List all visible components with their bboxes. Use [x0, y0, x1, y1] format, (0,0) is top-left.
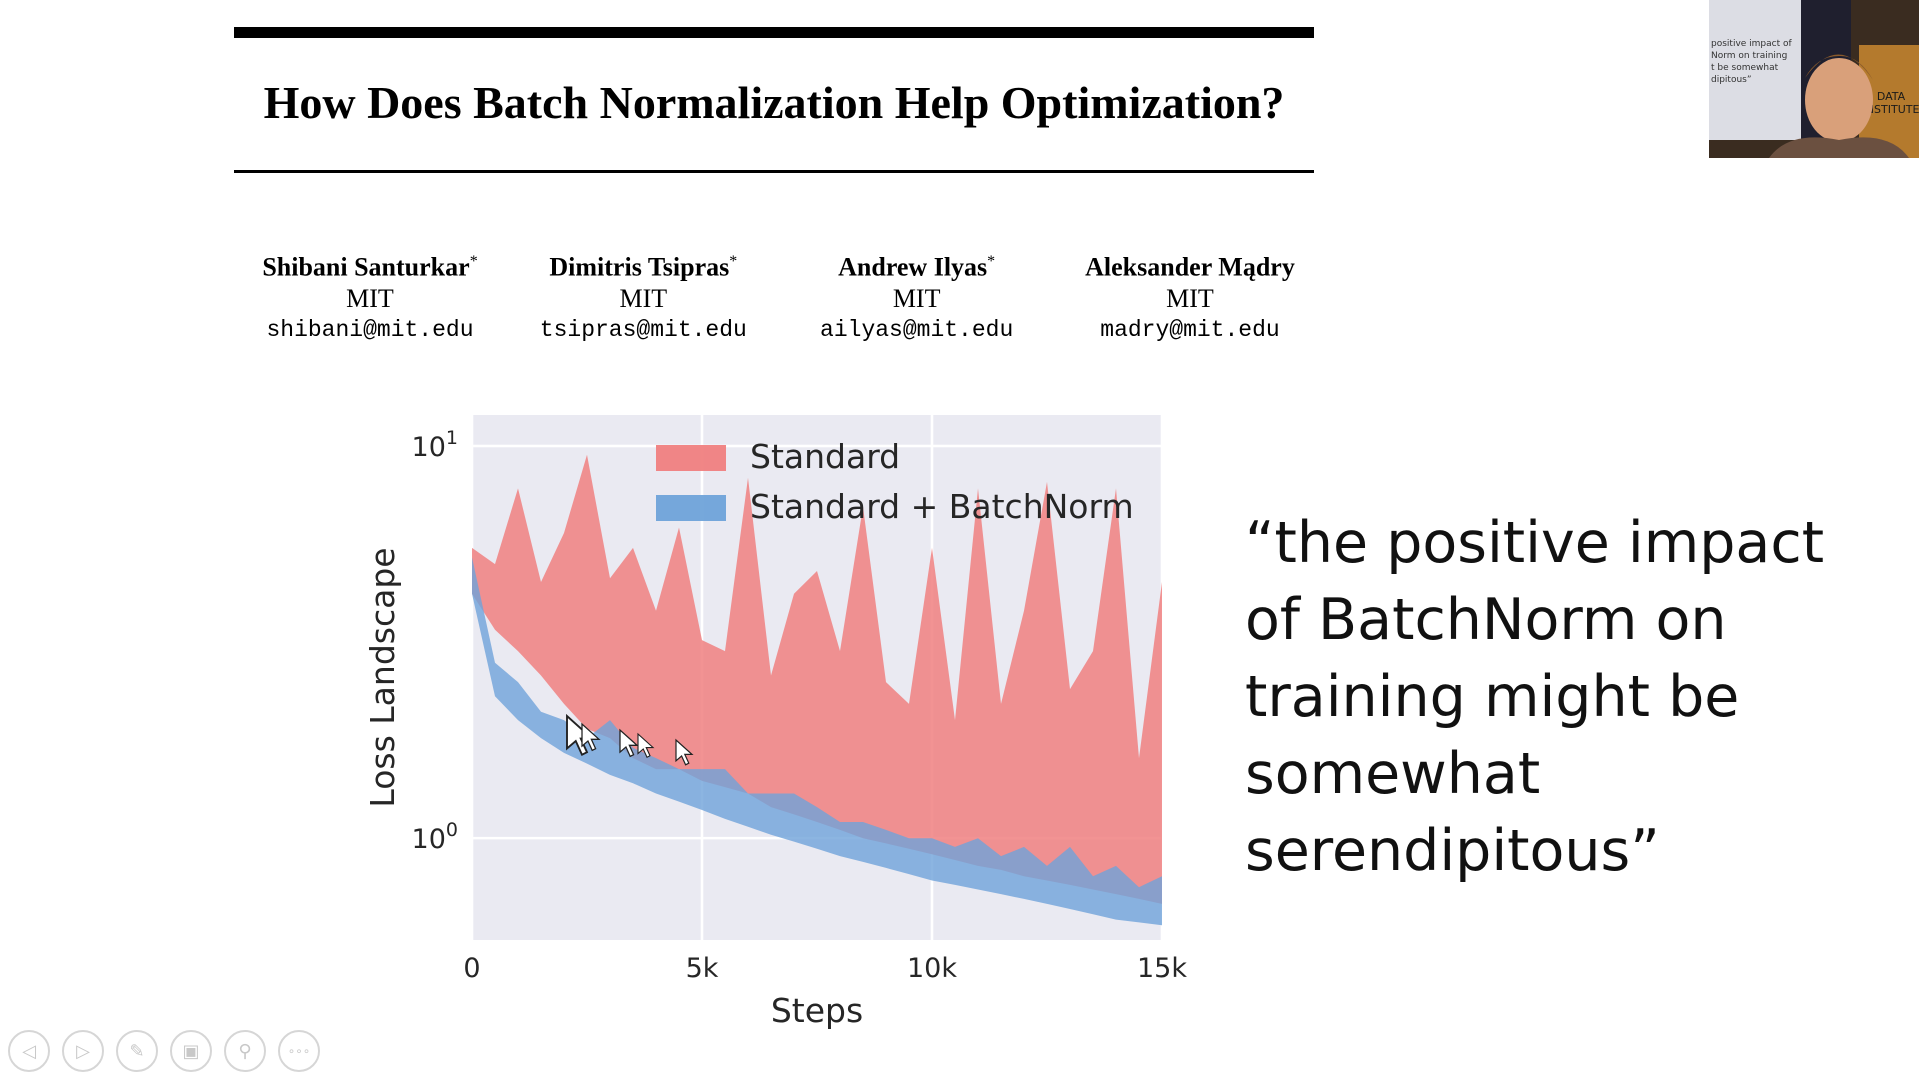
author-mark: *: [469, 253, 478, 270]
author-name: Shibani Santurkar: [262, 252, 470, 282]
zoom-icon: ⚲: [238, 1040, 252, 1062]
presenter-webcam: positive impact of Norm on training t be s…: [1709, 0, 1919, 158]
title-rule: [234, 170, 1314, 173]
cursor-icon: [581, 722, 601, 752]
paper-title: How Does Batch Normalization Help Optimi…: [263, 77, 1285, 128]
author-email: shibani@mit.edu: [266, 316, 474, 343]
presenter-face: [1805, 58, 1873, 142]
more-icon: ∘∘∘: [287, 1044, 311, 1058]
author-affiliation: MIT: [346, 283, 394, 313]
chart-areas: [472, 454, 1162, 926]
quote-text: “the positive impact of BatchNorm on tra…: [1245, 510, 1825, 884]
loss-landscape-chart: 0 5k 10k 15k 101 100 Steps Loss Landscape St…: [363, 415, 1187, 1030]
author-block: Aleksander Mądry MIT madry@mit.edu: [1070, 246, 1310, 346]
author-mark: *: [987, 253, 996, 270]
zoom-button[interactable]: ⚲: [224, 1030, 266, 1072]
author-block: Andrew Ilyas* MIT ailyas@mit.edu: [797, 246, 1037, 346]
legend-swatch: [656, 445, 726, 471]
area-series-standard: [472, 454, 1162, 904]
author-name: Andrew Ilyas: [838, 252, 988, 282]
area-series-batchnorm: [472, 557, 1162, 926]
y-tick-label: 100: [412, 819, 458, 855]
y-axis-label: Loss Landscape: [363, 547, 402, 807]
legend-swatch: [656, 495, 726, 521]
author-name: Dimitris Tsipras: [549, 252, 730, 282]
next-icon: ▷: [76, 1040, 90, 1062]
y-tick-label: 101: [412, 427, 458, 463]
presenter-shirt: [1769, 137, 1909, 158]
y-tick-labels: 101 100: [412, 427, 458, 855]
author-name: Aleksander Mądry: [1085, 252, 1295, 282]
x-tick-labels: 0 5k 10k 15k: [463, 953, 1187, 984]
top-rule: [234, 27, 1314, 38]
cursor-icon: [675, 738, 694, 766]
legend-label: Standard: [750, 437, 900, 476]
x-tick-label: 5k: [686, 953, 719, 984]
cursor-icon: [637, 732, 655, 759]
x-tick-label: 15k: [1137, 953, 1187, 984]
pen-tool-button[interactable]: ✎: [116, 1030, 158, 1072]
next-slide-button[interactable]: ▷: [62, 1030, 104, 1072]
previous-icon: ◁: [22, 1040, 36, 1062]
author-affiliation: MIT: [619, 283, 668, 313]
chart-legend: Standard Standard + BatchNorm: [656, 437, 1134, 526]
author-block: Dimitris Tsipras* MIT tsipras@mit.edu: [523, 246, 763, 346]
author-list: Shibani Santurkar* MIT shibani@mit.edu D…: [250, 246, 1310, 346]
previous-slide-button[interactable]: ◁: [8, 1030, 50, 1072]
institute-sign-text: DATA INSTITUTE: [1863, 90, 1919, 116]
x-tick-label: 10k: [907, 953, 957, 984]
author-mark: *: [729, 253, 738, 270]
projected-slide-text: positive impact of Norm on training t be s…: [1711, 39, 1793, 85]
pen-icon: ✎: [129, 1040, 145, 1062]
x-axis-label: Steps: [771, 991, 863, 1030]
author-affiliation: MIT: [1166, 283, 1214, 313]
cursor-trail: [566, 713, 694, 766]
slides-icon: ▣: [182, 1040, 200, 1062]
more-options-button[interactable]: ∘∘∘: [278, 1030, 320, 1072]
legend-label: Standard + BatchNorm: [750, 487, 1134, 526]
projected-slide: [1709, 0, 1801, 140]
author-email: madry@mit.edu: [1100, 316, 1280, 343]
slideshow-toolbar: ◁ ▷ ✎ ▣ ⚲ ∘∘∘: [8, 1030, 320, 1072]
author-affiliation: MIT: [892, 283, 941, 313]
author-email: ailyas@mit.edu: [820, 316, 1014, 343]
x-tick-label: 0: [463, 953, 480, 984]
author-block: Shibani Santurkar* MIT shibani@mit.edu: [250, 246, 490, 346]
cursor-icon: [619, 728, 639, 758]
see-all-slides-button[interactable]: ▣: [170, 1030, 212, 1072]
author-email: tsipras@mit.edu: [539, 316, 747, 343]
